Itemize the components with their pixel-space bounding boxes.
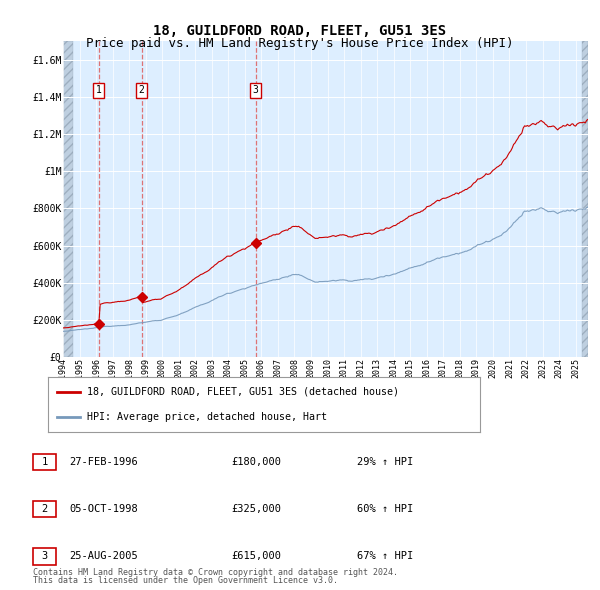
Text: This data is licensed under the Open Government Licence v3.0.: This data is licensed under the Open Gov… — [33, 576, 338, 585]
Text: HPI: Average price, detached house, Hart: HPI: Average price, detached house, Hart — [87, 412, 327, 422]
Text: 05-OCT-1998: 05-OCT-1998 — [69, 504, 138, 514]
Text: 27-FEB-1996: 27-FEB-1996 — [69, 457, 138, 467]
Text: 29% ↑ HPI: 29% ↑ HPI — [357, 457, 413, 467]
Text: 3: 3 — [41, 552, 47, 561]
Text: 60% ↑ HPI: 60% ↑ HPI — [357, 504, 413, 514]
Text: 67% ↑ HPI: 67% ↑ HPI — [357, 552, 413, 561]
Text: £615,000: £615,000 — [231, 552, 281, 561]
Text: 2: 2 — [139, 85, 145, 95]
Text: 3: 3 — [253, 85, 259, 95]
Bar — [582, 41, 588, 357]
Text: 1: 1 — [95, 85, 101, 95]
Text: £325,000: £325,000 — [231, 504, 281, 514]
Text: 18, GUILDFORD ROAD, FLEET, GU51 3ES: 18, GUILDFORD ROAD, FLEET, GU51 3ES — [154, 24, 446, 38]
Text: 25-AUG-2005: 25-AUG-2005 — [69, 552, 138, 561]
Text: 2: 2 — [41, 504, 47, 514]
Bar — [98, 41, 142, 357]
Text: 18, GUILDFORD ROAD, FLEET, GU51 3ES (detached house): 18, GUILDFORD ROAD, FLEET, GU51 3ES (det… — [87, 387, 399, 397]
Text: Price paid vs. HM Land Registry's House Price Index (HPI): Price paid vs. HM Land Registry's House … — [86, 37, 514, 50]
Bar — [63, 41, 73, 357]
Text: £180,000: £180,000 — [231, 457, 281, 467]
Text: 1: 1 — [41, 457, 47, 467]
Text: Contains HM Land Registry data © Crown copyright and database right 2024.: Contains HM Land Registry data © Crown c… — [33, 568, 398, 577]
